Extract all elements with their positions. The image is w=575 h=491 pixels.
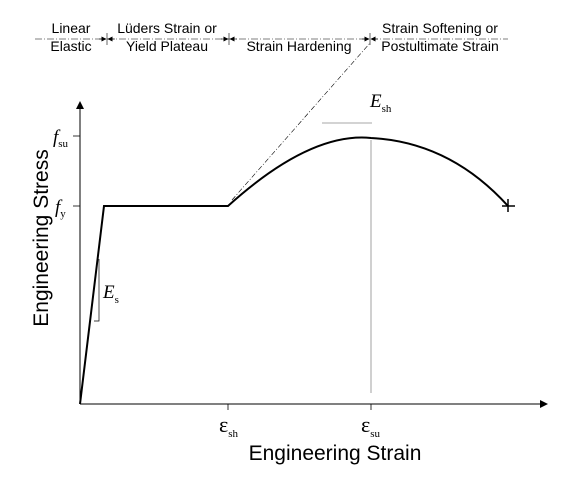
region-yield-plateau-line1: Lüders Strain or [117,20,217,36]
es-label: Es [102,282,119,306]
region-strain-softening-line1: Strain Softening or [382,20,498,36]
fy-subscript: y [60,208,66,220]
stress-strain-curve [79,136,509,405]
eps-sh-label: εsh [219,412,239,440]
fsu-subscript: su [58,138,68,150]
fsu-label: fsu [53,127,69,150]
fy-label: fy [55,197,66,220]
esh-symbol: E [369,91,382,112]
region-bar: Linear Elastic Lüders Strain or Yield Pl… [35,20,508,54]
eps-sh-symbol: ε [219,412,228,437]
region-linear-elastic-line2: Elastic [50,38,91,54]
region-strain-softening-line2: Postultimate Strain [381,38,499,54]
region-boundary-ticks [106,33,371,45]
hardening-modulus-tangent-line [231,42,371,201]
esh-subscript: sh [382,103,392,115]
region-yield-plateau-line2: Yield Plateau [126,38,208,54]
eps-su-label: εsu [361,412,381,440]
region-strain-hardening-label: Strain Hardening [246,38,351,54]
eps-su-subscript: su [370,428,380,440]
es-subscript: s [115,294,119,306]
region-linear-elastic-line1: Linear [52,20,91,36]
fy-symbol: f [55,197,63,218]
elastic-modulus-slope-bracket [94,259,100,322]
x-axis-title: Engineering Strain [249,442,422,465]
y-axis-title: Engineering Stress [30,149,53,326]
fracture-marker [502,199,515,212]
es-symbol: E [102,282,115,303]
esh-label: Esh [369,91,392,115]
axis-ticks [73,135,372,410]
eps-sh-subscript: sh [228,428,238,440]
eps-su-symbol: ε [361,412,370,437]
fsu-symbol: f [53,127,61,148]
